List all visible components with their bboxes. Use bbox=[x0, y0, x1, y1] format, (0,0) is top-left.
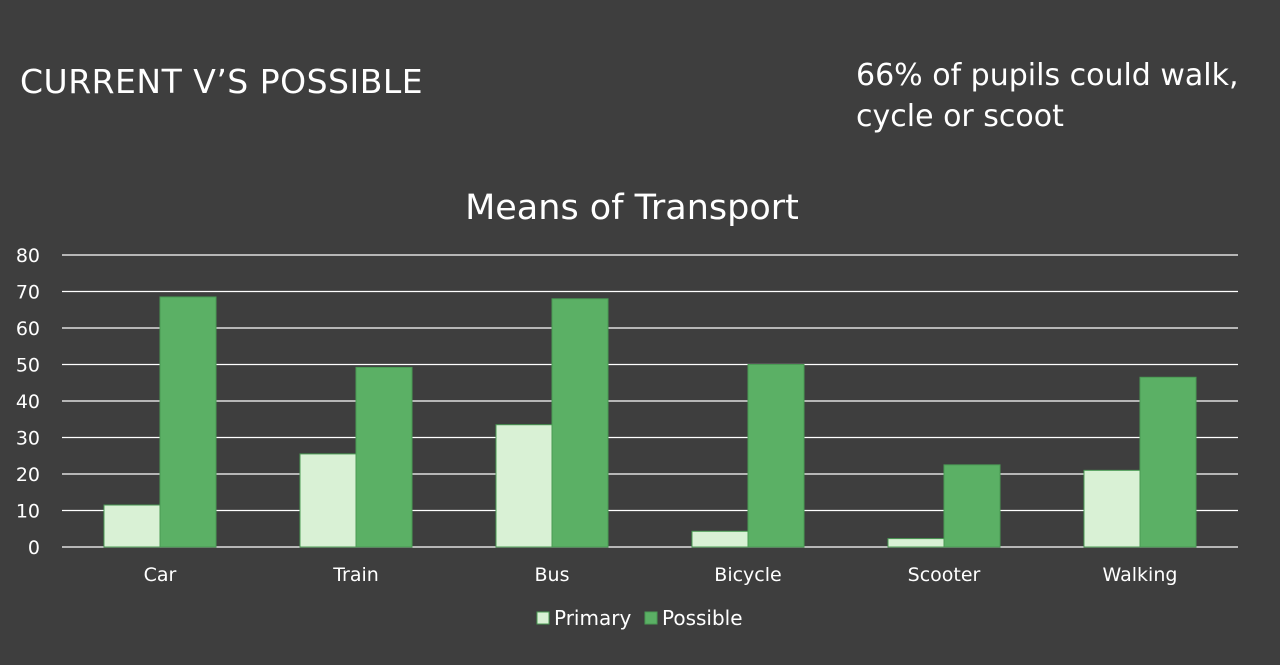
bar-possible-walking bbox=[1139, 376, 1197, 548]
legend: Primary Possible bbox=[536, 606, 743, 630]
bar-primary-scooter bbox=[887, 538, 945, 548]
y-tick-label: 60 bbox=[16, 318, 40, 340]
bar-primary-train bbox=[299, 453, 357, 548]
x-category-label: Walking bbox=[1103, 564, 1178, 586]
x-category-label: Train bbox=[332, 564, 379, 586]
y-tick-label: 20 bbox=[16, 464, 40, 486]
gridlines bbox=[62, 254, 1238, 548]
y-tick-label: 0 bbox=[28, 537, 40, 559]
y-tick-label: 40 bbox=[16, 391, 40, 413]
legend-swatch-primary bbox=[536, 611, 550, 625]
x-category-label: Bus bbox=[535, 564, 570, 586]
bar-primary-bus bbox=[495, 424, 553, 548]
bar-possible-scooter bbox=[943, 464, 1001, 548]
x-category-label: Scooter bbox=[908, 564, 981, 586]
bar-primary-walking bbox=[1083, 469, 1141, 548]
y-tick-label: 70 bbox=[16, 282, 40, 304]
y-axis-ticks: 0 10 20 30 40 50 60 70 80 bbox=[16, 245, 40, 559]
y-tick-label: 80 bbox=[16, 245, 40, 267]
legend-label-primary: Primary bbox=[554, 606, 631, 630]
slide-title: CURRENT V’S POSSIBLE bbox=[20, 62, 424, 101]
legend-swatch-possible bbox=[644, 611, 658, 625]
category-labels: Car Train Bus Bicycle Scooter Walking bbox=[144, 564, 1178, 586]
slide-note: 66% of pupils could walk, cycle or scoot bbox=[856, 58, 1239, 134]
bar-possible-bicycle bbox=[747, 364, 805, 548]
y-tick-label: 10 bbox=[16, 501, 40, 523]
x-category-label: Bicycle bbox=[714, 564, 781, 586]
y-tick-label: 50 bbox=[16, 355, 40, 377]
y-tick-label: 30 bbox=[16, 428, 40, 450]
bar-primary-car bbox=[103, 504, 161, 548]
chart-title: Means of Transport bbox=[465, 188, 799, 228]
bar-primary-bicycle bbox=[691, 530, 749, 548]
bar-possible-car bbox=[159, 296, 217, 548]
bars bbox=[103, 296, 1197, 548]
bar-possible-bus bbox=[551, 298, 609, 548]
legend-label-possible: Possible bbox=[662, 606, 743, 630]
bar-possible-train bbox=[355, 366, 413, 548]
x-category-label: Car bbox=[144, 564, 177, 586]
